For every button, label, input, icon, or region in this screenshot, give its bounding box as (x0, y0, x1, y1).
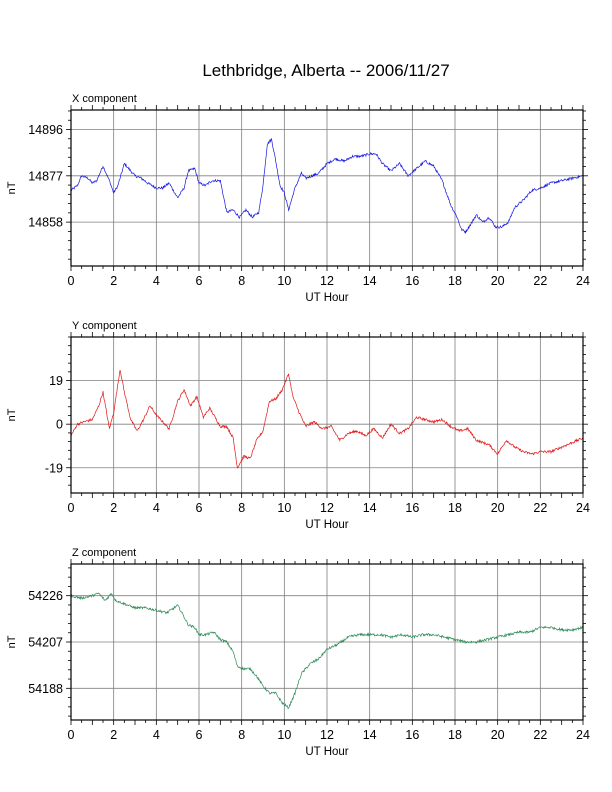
x-axis-title: UT Hour (305, 746, 348, 758)
x-tick-label: 20 (491, 728, 505, 742)
panel-title: X component (72, 93, 137, 105)
x-axis-title: UT Hour (305, 292, 348, 304)
x-axis-title: UT Hour (305, 519, 348, 531)
y-tick-label: 14896 (28, 123, 63, 137)
x-tick-label: 22 (533, 274, 547, 288)
x-tick-label: 18 (448, 501, 462, 515)
x-tick-label: 6 (196, 728, 203, 742)
x-tick-label: 14 (363, 501, 377, 515)
y-tick-label: 14858 (28, 216, 63, 230)
data-line (70, 370, 584, 469)
data-line (70, 592, 584, 710)
x-tick-label: 10 (277, 728, 291, 742)
x-tick-label: 20 (491, 274, 505, 288)
panel-title: Z component (72, 547, 136, 559)
x-tick-label: 6 (196, 501, 203, 515)
y-axis-title: nT (6, 635, 18, 648)
y-tick-label: -19 (45, 461, 63, 475)
x-tick-label: 24 (576, 728, 590, 742)
x-tick-label: 24 (576, 501, 590, 515)
y-axis-title: nT (6, 181, 18, 194)
x-tick-label: 0 (68, 274, 75, 288)
y-tick-label: 54188 (28, 682, 63, 696)
x-tick-label: 18 (448, 274, 462, 288)
x-tick-label: 0 (68, 728, 75, 742)
x-tick-label: 0 (68, 501, 75, 515)
y-tick-label: 0 (56, 418, 63, 432)
x-tick-label: 8 (238, 501, 245, 515)
x-tick-label: 12 (320, 501, 334, 515)
x-tick-label: 2 (110, 274, 117, 288)
x-tick-label: 14 (363, 728, 377, 742)
x-tick-label: 4 (153, 501, 160, 515)
x-tick-label: 10 (277, 274, 291, 288)
y-tick-label: 19 (49, 374, 63, 388)
y-tick-label: 54226 (28, 589, 63, 603)
x-tick-label: 16 (405, 728, 419, 742)
x-tick-label: 16 (405, 274, 419, 288)
x-tick-label: 2 (110, 728, 117, 742)
x-tick-label: 22 (533, 728, 547, 742)
y-tick-label: 14877 (28, 169, 63, 183)
x-tick-label: 10 (277, 501, 291, 515)
panel-title: Y component (72, 320, 137, 332)
x-tick-label: 12 (320, 728, 334, 742)
x-tick-label: 12 (320, 274, 334, 288)
x-tick-label: 22 (533, 501, 547, 515)
y-axis-title: nT (6, 408, 18, 421)
x-tick-label: 20 (491, 501, 505, 515)
x-tick-label: 14 (363, 274, 377, 288)
x-tick-label: 16 (405, 501, 419, 515)
x-tick-label: 8 (238, 274, 245, 288)
x-tick-label: 24 (576, 274, 590, 288)
x-tick-label: 8 (238, 728, 245, 742)
x-tick-label: 6 (196, 274, 203, 288)
chart-title: Lethbridge, Alberta -- 2006/11/27 (202, 61, 449, 80)
data-line (70, 138, 584, 235)
x-tick-label: 2 (110, 501, 117, 515)
x-tick-label: 18 (448, 728, 462, 742)
y-tick-label: 54207 (28, 636, 63, 650)
x-tick-label: 4 (153, 274, 160, 288)
x-tick-label: 4 (153, 728, 160, 742)
